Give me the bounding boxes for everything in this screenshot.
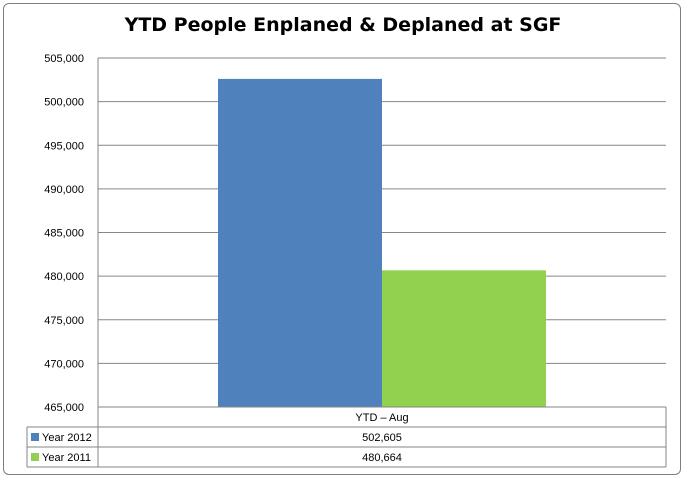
- bar-year-2012: [218, 78, 382, 408]
- y-tick-label: 485,000: [44, 228, 84, 240]
- legend-swatch: [31, 433, 39, 441]
- y-tick-label: 470,000: [44, 358, 84, 370]
- category-label: YTD – Aug: [355, 412, 408, 424]
- chart-title: YTD People Enplaned & Deplaned at SGF: [124, 14, 562, 36]
- y-tick-label: 475,000: [44, 315, 84, 327]
- bar-year-2011: [382, 270, 546, 407]
- legend-label: Year 2012: [42, 432, 92, 444]
- y-tick-label: 490,000: [44, 184, 84, 196]
- legend-swatch: [31, 453, 39, 461]
- y-tick-label: 480,000: [44, 271, 84, 283]
- y-tick-label: 500,000: [44, 97, 84, 109]
- y-tick-label: 465,000: [44, 402, 84, 414]
- y-tick-label: 495,000: [44, 140, 84, 152]
- value-label: 480,664: [362, 452, 402, 464]
- y-tick-label: 505,000: [44, 53, 84, 65]
- value-label: 502,605: [362, 432, 402, 444]
- legend-label: Year 2011: [42, 452, 91, 464]
